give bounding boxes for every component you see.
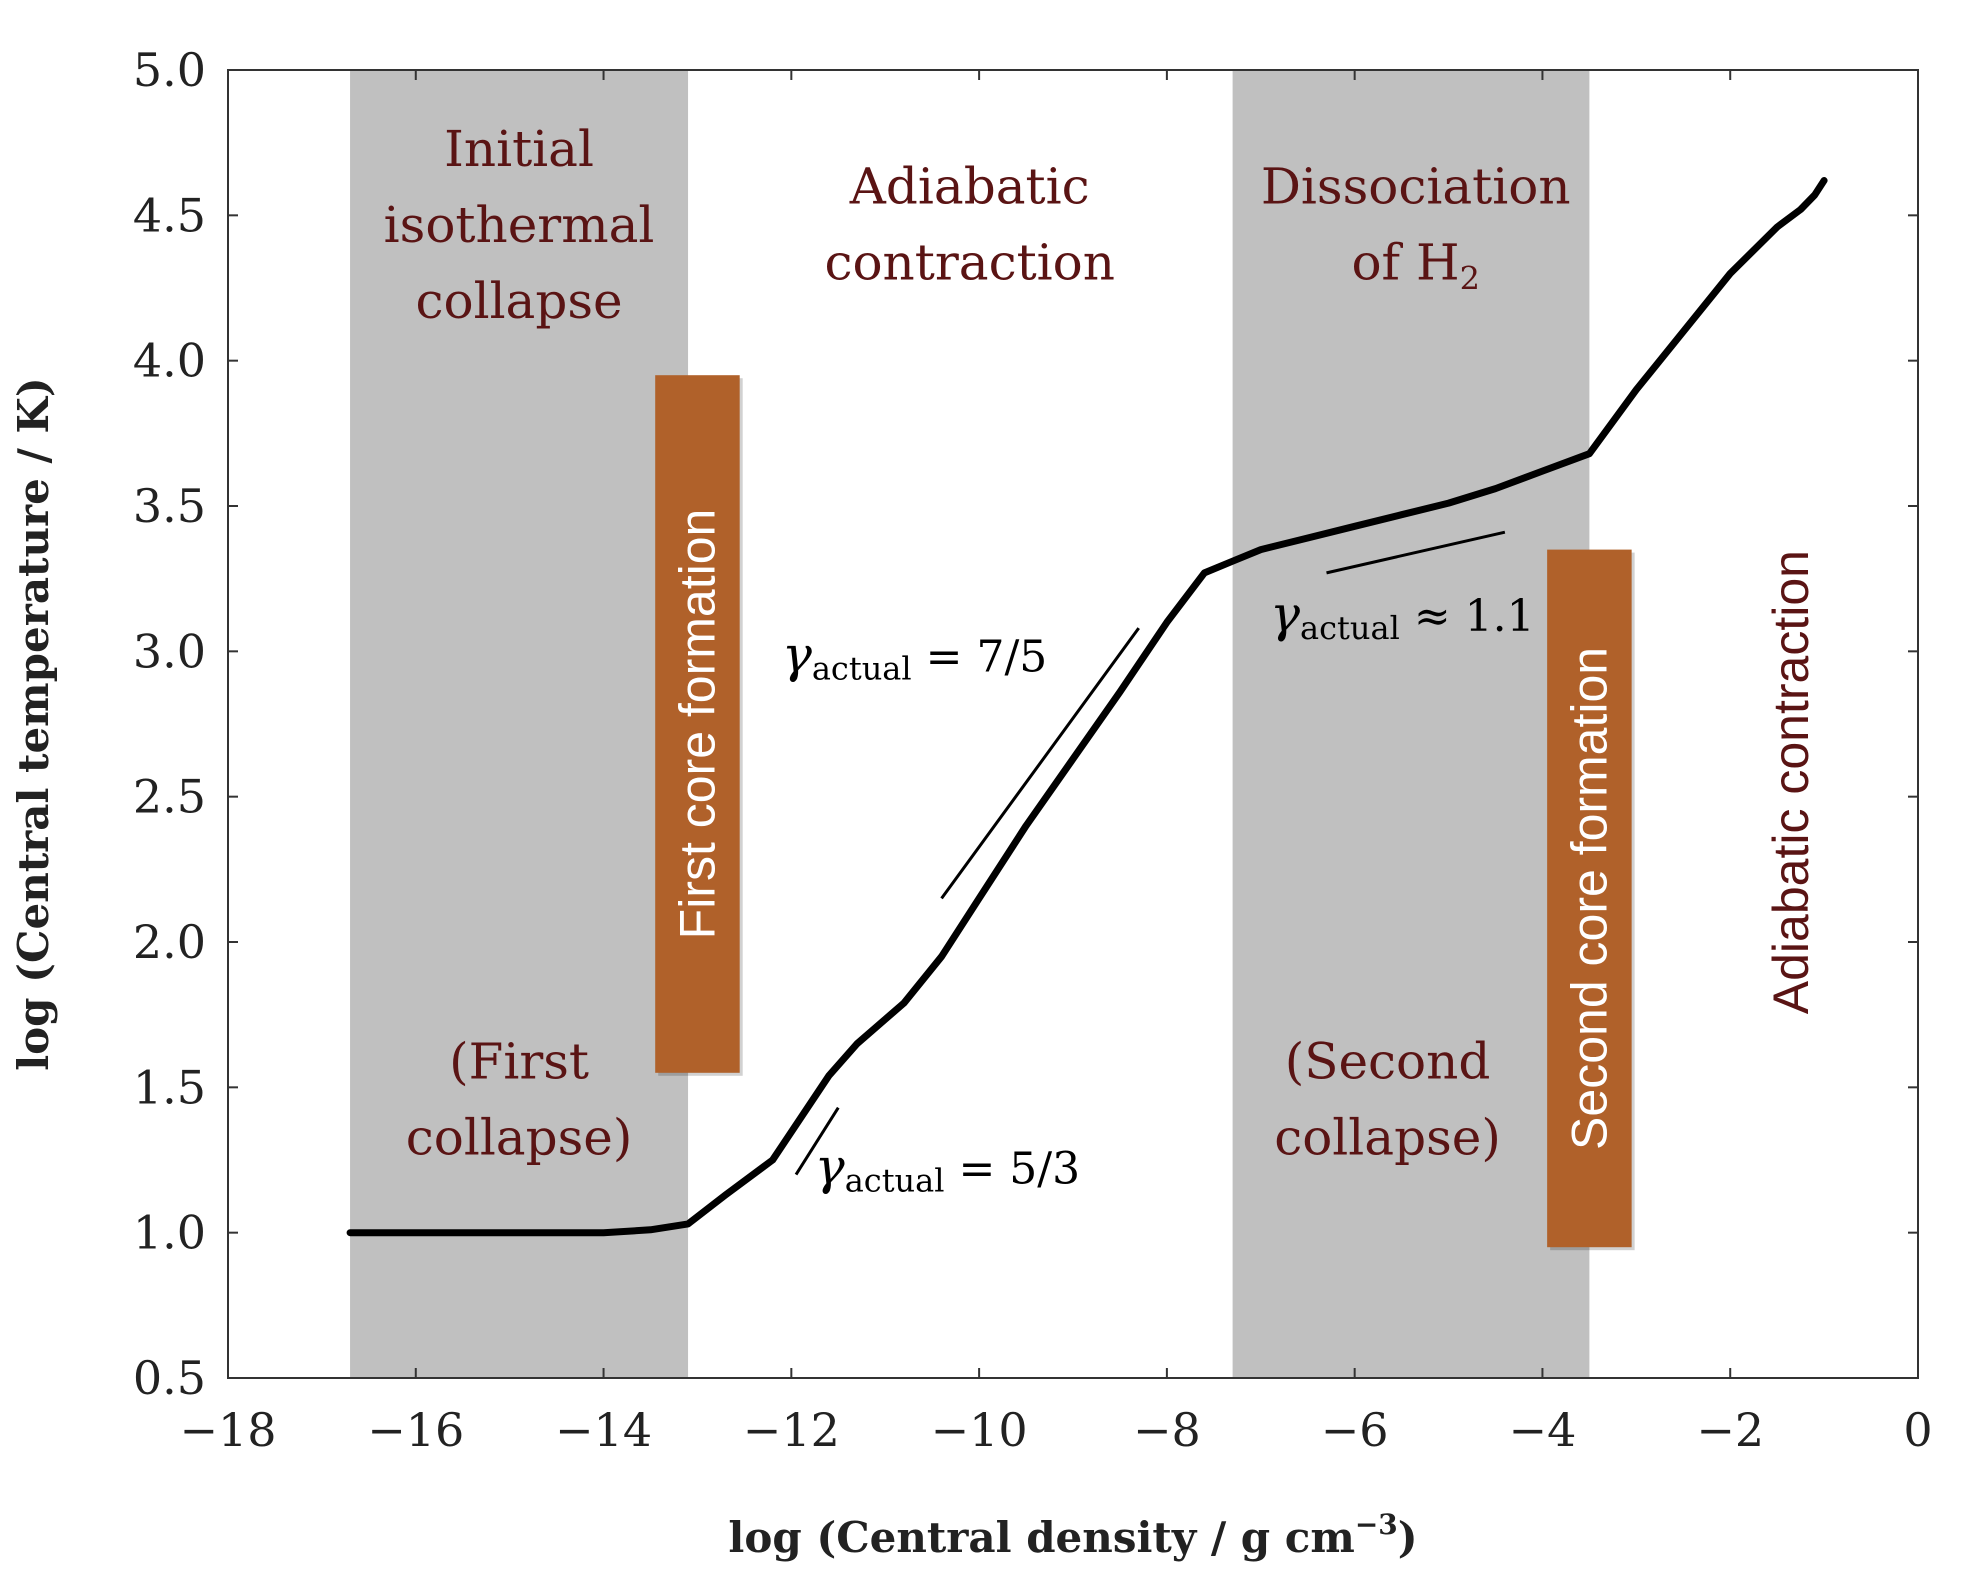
y-tick-label: 0.5 <box>133 1351 206 1405</box>
gamma-subscript: actual <box>812 650 912 688</box>
x-tick-label: −16 <box>367 1403 464 1457</box>
reference-line-0 <box>794 1106 840 1176</box>
region-label-subscript: 2 <box>1460 260 1480 298</box>
gamma-symbol: γ <box>782 626 812 684</box>
gamma-symbol: γ <box>1270 585 1300 643</box>
axis-ticks: −18 −16 −14 −12 −10 −8 −6 −4 −2 0 0.5 1.0 1.5 2.0 2.5 3… <box>133 43 1933 1457</box>
region-label-1: contraction <box>824 234 1115 292</box>
y-tick-label: 4.5 <box>133 188 206 242</box>
y-tick-label: 5.0 <box>133 43 206 97</box>
x-tick-label: 0 <box>1903 1403 1932 1457</box>
region-label-0: collapse <box>415 272 622 330</box>
core-formation-label-0: First core formation <box>669 509 725 940</box>
series-line-0 <box>346 177 1828 1237</box>
gamma-value: ≈ 1.1 <box>1400 591 1535 642</box>
y-tick-label: 1.5 <box>133 1060 206 1114</box>
region-label-2: of H2 <box>1351 234 1479 298</box>
x-tick-label: −6 <box>1321 1403 1389 1457</box>
x-tick-label: −10 <box>931 1403 1028 1457</box>
y-tick-label: 2.0 <box>133 915 206 969</box>
y-tick-label: 4.0 <box>133 334 206 388</box>
region-label-4: (Second <box>1285 1033 1491 1091</box>
y-tick-label: 3.5 <box>133 479 206 533</box>
x-tick-label: −18 <box>179 1403 276 1457</box>
x-tick-label: −12 <box>743 1403 840 1457</box>
reference-lines <box>794 530 1506 1176</box>
core-formation-box-1 <box>1547 549 1632 1248</box>
x-axis-title-close: ) <box>1398 1513 1418 1562</box>
gamma-label-2: γactual ≈ 1.1 <box>1270 585 1535 647</box>
x-tick-label: −2 <box>1696 1403 1764 1457</box>
y-tick-label: 2.5 <box>133 770 206 824</box>
core-formation-boxes: First core formation Second core formatio… <box>655 375 1635 1251</box>
region-label-0: isothermal <box>384 196 655 254</box>
annotations: Initial isothermal collapse Adiabatic contra… <box>384 120 1820 1199</box>
region-label-3: (First <box>449 1033 589 1091</box>
shaded-band-1 <box>1232 70 1590 1378</box>
shaded-band-0 <box>350 70 689 1378</box>
vertical-region-label-0: Adiabatic contraction <box>1763 550 1819 1014</box>
gamma-label-0: γactual = 7/5 <box>782 626 1047 688</box>
region-label-3: collapse) <box>406 1109 633 1167</box>
gamma-subscript: actual <box>845 1161 945 1199</box>
region-label-1: Adiabatic <box>849 158 1090 216</box>
x-axis-title: log (Central density / g cm−3) <box>728 1508 1417 1562</box>
y-axis-title: log (Central temperature / K) <box>9 377 58 1071</box>
y-tick-label: 1.0 <box>133 1206 206 1260</box>
x-axis-title-sup: −3 <box>1355 1508 1398 1541</box>
gamma-subscript: actual <box>1300 609 1400 647</box>
reference-line-1 <box>940 627 1140 900</box>
x-tick-label: −8 <box>1133 1403 1201 1457</box>
region-label-4: collapse) <box>1274 1109 1501 1167</box>
region-label-2: Dissociation <box>1261 158 1571 216</box>
gamma-value: = 7/5 <box>912 632 1048 683</box>
plot-frame <box>227 69 1919 1379</box>
core-formation-box-0 <box>655 375 740 1073</box>
reference-line-2 <box>1326 530 1506 575</box>
gamma-symbol: γ <box>815 1137 845 1195</box>
x-axis-title-text: log (Central density / g cm <box>728 1513 1354 1562</box>
x-tick-label: −14 <box>555 1403 652 1457</box>
core-formation-label-1: Second core formation <box>1561 647 1617 1150</box>
gamma-label-1: γactual = 5/3 <box>815 1137 1080 1199</box>
region-label-0: Initial <box>444 120 594 178</box>
y-tick-label: 3.0 <box>133 624 206 678</box>
shaded-bands <box>350 70 1590 1378</box>
series-layer <box>346 177 1828 1237</box>
gamma-value: = 5/3 <box>944 1143 1080 1194</box>
x-tick-label: −4 <box>1509 1403 1577 1457</box>
